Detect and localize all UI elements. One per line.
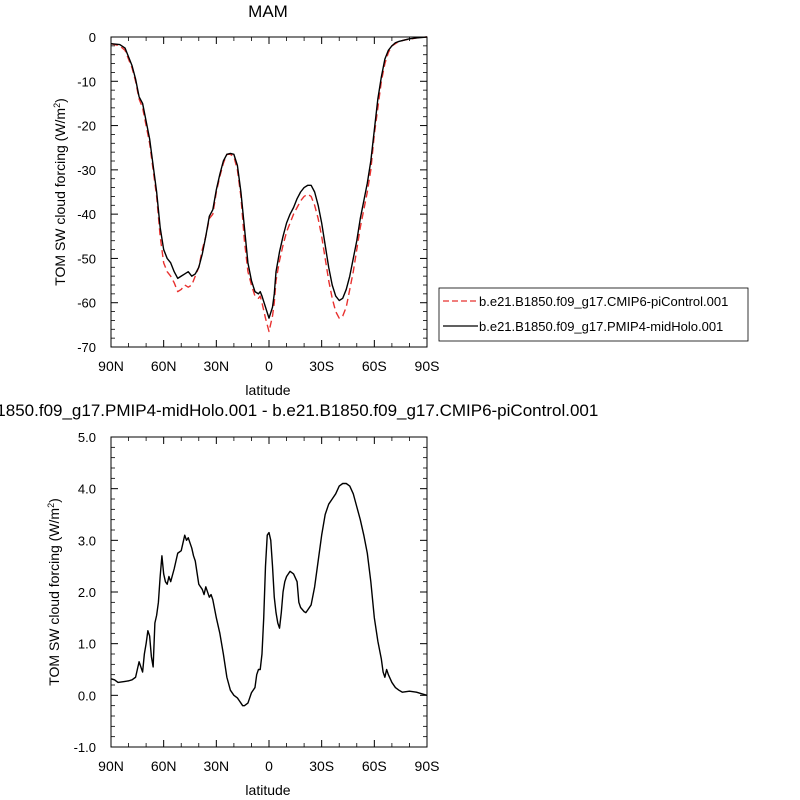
top-y-tick-label: -70	[77, 340, 96, 355]
top-series-line-0	[110, 36, 428, 333]
top-y-tick-label: 0	[89, 30, 96, 45]
top-x-tick-label: 0	[265, 358, 273, 374]
bottom-x-tick-label: 30S	[309, 758, 334, 774]
top-y-tick-label: -40	[77, 207, 96, 222]
bottom-y-tick-label: 1.0	[78, 637, 96, 652]
top-x-axis-label: latitude	[245, 382, 290, 398]
bottom-y-tick-label: 4.0	[78, 482, 96, 497]
bottom-y-tick-label: 2.0	[78, 585, 96, 600]
top-chart: MAM 90N 60N 30N 0 30S 60S 90S 0 -10 -20 -30 -40 -50 -…	[52, 2, 749, 398]
top-plot-frame	[110, 36, 428, 348]
legend: b.e21.B1850.f09_g17.CMIP6-piControl.001 …	[438, 287, 749, 342]
top-y-tick-label: -60	[77, 296, 96, 311]
top-y-tick-label: -50	[77, 251, 96, 266]
bottom-chart: b.e21.B1850.f09_g17.PMIP4-midHolo.001 - …	[0, 401, 598, 798]
legend-label-midholo: b.e21.B1850.f09_g17.PMIP4-midHolo.001	[479, 319, 723, 334]
top-x-tick-label: 30S	[309, 358, 334, 374]
legend-label-picontrol: b.e21.B1850.f09_g17.CMIP6-piControl.001	[479, 294, 728, 309]
top-series-line-1	[110, 36, 428, 319]
top-x-tick-label: 30N	[203, 358, 229, 374]
top-lines	[110, 36, 428, 333]
top-y-axis-label: TOM SW cloud forcing (W/m2)	[52, 98, 68, 286]
bottom-x-tick-label: 90N	[98, 758, 124, 774]
bottom-x-tick-label: 0	[265, 758, 273, 774]
bottom-y-tick-label: 3.0	[78, 533, 96, 548]
bottom-y-tick-label: -1.0	[74, 740, 96, 755]
bottom-y-tick-label: 0.0	[78, 688, 96, 703]
bottom-x-tick-label: 60S	[362, 758, 387, 774]
bottom-x-tick-label: 30N	[203, 758, 229, 774]
bottom-x-tick-label: 90S	[415, 758, 440, 774]
legend-box	[438, 287, 749, 342]
bottom-plot-frame	[110, 436, 428, 748]
top-x-tick-label: 60S	[362, 358, 387, 374]
bottom-y-axis-label: TOM SW cloud forcing (W/m2)	[46, 498, 62, 686]
top-x-tick-label: 60N	[151, 358, 177, 374]
bottom-ticks: 90N 60N 30N 0 30S 60S 90S 5.0 4.0 3.0 2.0 1.0 0.0 -1.…	[74, 430, 440, 774]
top-chart-title: MAM	[248, 2, 288, 21]
top-x-tick-label: 90S	[415, 358, 440, 374]
top-y-tick-label: -30	[77, 163, 96, 178]
top-y-tick-label: -10	[77, 74, 96, 89]
bottom-y-tick-label: 5.0	[78, 430, 96, 445]
top-ticks: 90N 60N 30N 0 30S 60S 90S 0 -10 -20 -30 -40 -50 -60 -7…	[77, 30, 439, 374]
bottom-x-tick-label: 60N	[151, 758, 177, 774]
top-y-tick-label: -20	[77, 119, 96, 134]
bottom-series-line-0	[110, 482, 428, 707]
bottom-x-axis-label: latitude	[245, 782, 290, 798]
bottom-lines	[110, 482, 428, 707]
top-x-tick-label: 90N	[98, 358, 124, 374]
bottom-chart-title: b.e21.B1850.f09_g17.PMIP4-midHolo.001 - …	[0, 401, 598, 420]
